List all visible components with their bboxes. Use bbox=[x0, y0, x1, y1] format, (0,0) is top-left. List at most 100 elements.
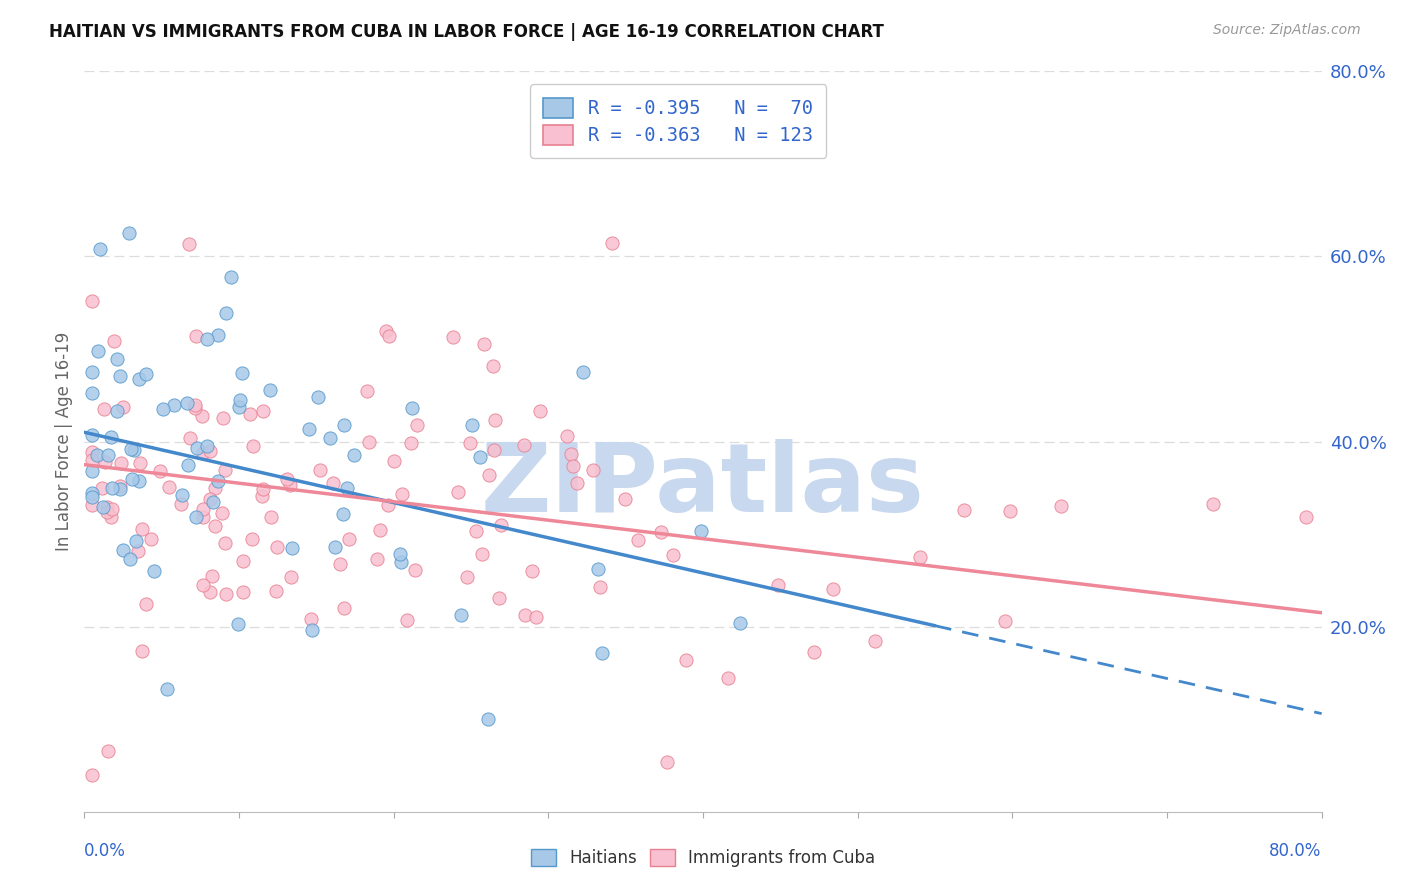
Point bbox=[572, 365, 595, 379]
Point bbox=[86, 448, 108, 462]
Point bbox=[228, 400, 250, 414]
Point bbox=[240, 532, 263, 546]
Point bbox=[998, 504, 1021, 518]
Point bbox=[470, 450, 492, 464]
Point bbox=[198, 443, 221, 458]
Point bbox=[82, 767, 104, 781]
Point bbox=[82, 445, 104, 459]
Point bbox=[953, 503, 976, 517]
Point bbox=[396, 613, 419, 627]
Point bbox=[472, 336, 495, 351]
Point bbox=[650, 525, 672, 540]
Point bbox=[307, 390, 329, 404]
Point bbox=[105, 351, 128, 366]
Point bbox=[690, 524, 713, 539]
Point bbox=[229, 392, 252, 407]
Point bbox=[211, 506, 233, 520]
Point bbox=[110, 456, 132, 470]
Point bbox=[565, 476, 588, 491]
Point bbox=[87, 343, 110, 358]
Point bbox=[183, 401, 205, 415]
Point bbox=[242, 440, 264, 454]
Point bbox=[177, 237, 200, 252]
Point bbox=[120, 442, 142, 457]
Point bbox=[391, 487, 413, 501]
Point bbox=[560, 447, 582, 461]
Point bbox=[127, 543, 149, 558]
Point bbox=[404, 563, 426, 577]
Point bbox=[441, 330, 464, 344]
Point bbox=[152, 401, 174, 416]
Point bbox=[675, 653, 697, 667]
Point bbox=[200, 491, 222, 506]
Point bbox=[170, 497, 193, 511]
Point bbox=[172, 488, 194, 502]
Point bbox=[600, 235, 623, 250]
Point bbox=[195, 439, 218, 453]
Point bbox=[281, 541, 304, 555]
Point bbox=[112, 543, 135, 558]
Point bbox=[458, 436, 481, 450]
Point bbox=[125, 534, 148, 549]
Point bbox=[252, 482, 274, 496]
Point bbox=[207, 327, 229, 342]
Point bbox=[627, 533, 650, 547]
Point bbox=[193, 510, 215, 524]
Point bbox=[105, 403, 128, 417]
Point bbox=[298, 422, 321, 436]
Point bbox=[135, 597, 157, 611]
Point bbox=[456, 570, 478, 584]
Point bbox=[101, 482, 124, 496]
Point bbox=[226, 616, 249, 631]
Point bbox=[232, 554, 254, 568]
Point bbox=[93, 455, 115, 469]
Point bbox=[204, 481, 226, 495]
Point bbox=[332, 508, 354, 522]
Text: HAITIAN VS IMMIGRANTS FROM CUBA IN LABOR FORCE | AGE 16-19 CORRELATION CHART: HAITIAN VS IMMIGRANTS FROM CUBA IN LABOR… bbox=[49, 23, 884, 41]
Point bbox=[231, 366, 253, 380]
Point bbox=[278, 478, 301, 492]
Point bbox=[484, 442, 506, 457]
Point bbox=[108, 368, 131, 383]
Point bbox=[135, 367, 157, 381]
Point bbox=[215, 586, 238, 600]
Point bbox=[184, 398, 207, 412]
Point bbox=[191, 409, 214, 424]
Point bbox=[191, 446, 214, 460]
Point bbox=[176, 396, 198, 410]
Point bbox=[823, 582, 845, 596]
Point bbox=[82, 486, 104, 500]
Point bbox=[207, 474, 229, 488]
Point bbox=[276, 472, 298, 486]
Point bbox=[717, 672, 740, 686]
Point bbox=[389, 547, 412, 561]
Point bbox=[100, 510, 122, 524]
Point bbox=[191, 502, 214, 516]
Point bbox=[96, 505, 118, 519]
Point bbox=[478, 467, 501, 482]
Point bbox=[82, 294, 104, 309]
Point bbox=[401, 436, 423, 450]
Point bbox=[336, 481, 359, 495]
Point bbox=[82, 385, 104, 400]
Point bbox=[204, 518, 226, 533]
Point bbox=[96, 500, 118, 515]
Point bbox=[301, 623, 323, 637]
Point bbox=[198, 585, 221, 599]
Point bbox=[118, 226, 141, 240]
Point bbox=[252, 404, 274, 418]
Point bbox=[118, 552, 141, 566]
Y-axis label: In Labor Force | Age 16-19: In Labor Force | Age 16-19 bbox=[55, 332, 73, 551]
Point bbox=[202, 495, 225, 509]
Point bbox=[201, 569, 224, 583]
Point bbox=[865, 633, 887, 648]
Point bbox=[513, 438, 536, 452]
Point bbox=[520, 564, 543, 578]
Point bbox=[163, 399, 186, 413]
Text: Source: ZipAtlas.com: Source: ZipAtlas.com bbox=[1213, 23, 1361, 37]
Point bbox=[464, 524, 486, 538]
Point bbox=[264, 584, 287, 599]
Point bbox=[319, 431, 342, 445]
Point bbox=[333, 600, 356, 615]
Point bbox=[1202, 498, 1225, 512]
